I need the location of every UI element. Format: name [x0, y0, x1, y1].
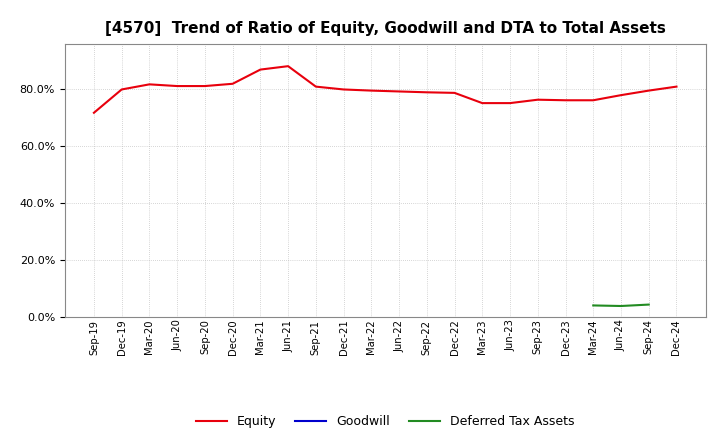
- Equity: [173, 84, 181, 89]
- Deferred Tax Assets: [644, 302, 653, 307]
- Deferred Tax Assets: [589, 303, 598, 308]
- Equity: [256, 67, 265, 72]
- Equity: [117, 87, 126, 92]
- Equity: [561, 98, 570, 103]
- Line: Deferred Tax Assets: Deferred Tax Assets: [593, 304, 649, 306]
- Equity: [644, 88, 653, 93]
- Equity: [505, 100, 514, 106]
- Equity: [450, 90, 459, 95]
- Equity: [284, 63, 292, 69]
- Legend: Equity, Goodwill, Deferred Tax Assets: Equity, Goodwill, Deferred Tax Assets: [191, 411, 580, 433]
- Equity: [339, 87, 348, 92]
- Equity: [616, 92, 625, 98]
- Equity: [367, 88, 376, 93]
- Equity: [201, 84, 210, 89]
- Equity: [228, 81, 237, 86]
- Equity: [478, 100, 487, 106]
- Line: Equity: Equity: [94, 66, 677, 113]
- Equity: [145, 82, 154, 87]
- Equity: [423, 90, 431, 95]
- Equity: [534, 97, 542, 103]
- Equity: [89, 110, 98, 115]
- Equity: [672, 84, 681, 89]
- Equity: [312, 84, 320, 89]
- Deferred Tax Assets: [616, 303, 625, 308]
- Equity: [589, 98, 598, 103]
- Title: [4570]  Trend of Ratio of Equity, Goodwill and DTA to Total Assets: [4570] Trend of Ratio of Equity, Goodwil…: [105, 21, 665, 36]
- Equity: [395, 89, 403, 94]
